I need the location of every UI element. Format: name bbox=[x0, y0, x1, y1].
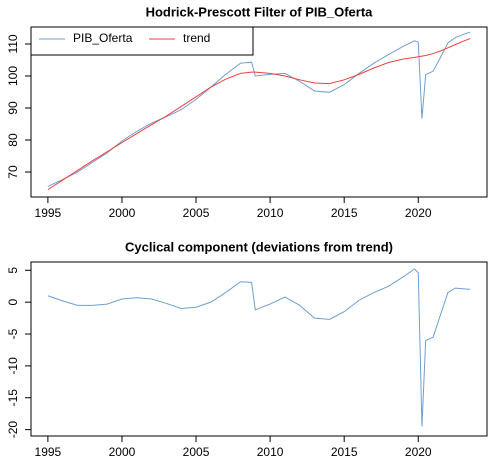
x-tick-label: 2015 bbox=[331, 445, 358, 459]
x-tick-label: 2005 bbox=[183, 206, 210, 220]
series-line bbox=[47, 38, 471, 191]
legend-label: PIB_Oferta bbox=[73, 31, 133, 45]
y-tick-label: 110 bbox=[6, 34, 20, 53]
y-tick-label: 70 bbox=[6, 165, 20, 179]
legend-label: trend bbox=[183, 31, 210, 45]
x-tick-label: 1995 bbox=[35, 206, 62, 220]
series-line bbox=[47, 268, 471, 427]
y-tick-label: 100 bbox=[6, 66, 20, 86]
chart-title: Hodrick-Prescott Filter of PIB_Oferta bbox=[146, 4, 374, 19]
x-tick-label: 2010 bbox=[257, 206, 284, 220]
y-tick-label: 5 bbox=[6, 267, 20, 274]
x-tick-label: 2020 bbox=[405, 206, 432, 220]
y-tick-label: -15 bbox=[6, 389, 20, 407]
x-tick-label: 2015 bbox=[331, 206, 358, 220]
plot-box bbox=[30, 26, 488, 198]
x-tick-label: 2000 bbox=[109, 206, 136, 220]
x-tick-label: 2020 bbox=[405, 445, 432, 459]
y-tick-label: 90 bbox=[6, 101, 20, 115]
x-tick-label: 2005 bbox=[183, 445, 210, 459]
plot-box bbox=[30, 261, 488, 437]
legend-box bbox=[30, 26, 254, 56]
chart-title: Cyclical component (deviations from tren… bbox=[125, 239, 393, 254]
y-tick-label: 80 bbox=[6, 133, 20, 147]
y-tick-label: -20 bbox=[6, 421, 20, 439]
y-tick-label: 0 bbox=[6, 298, 20, 305]
y-tick-label: -10 bbox=[6, 357, 20, 375]
y-tick-label: -5 bbox=[6, 328, 20, 339]
x-tick-label: 2000 bbox=[109, 445, 136, 459]
x-tick-label: 1995 bbox=[35, 445, 62, 459]
x-tick-label: 2010 bbox=[257, 445, 284, 459]
